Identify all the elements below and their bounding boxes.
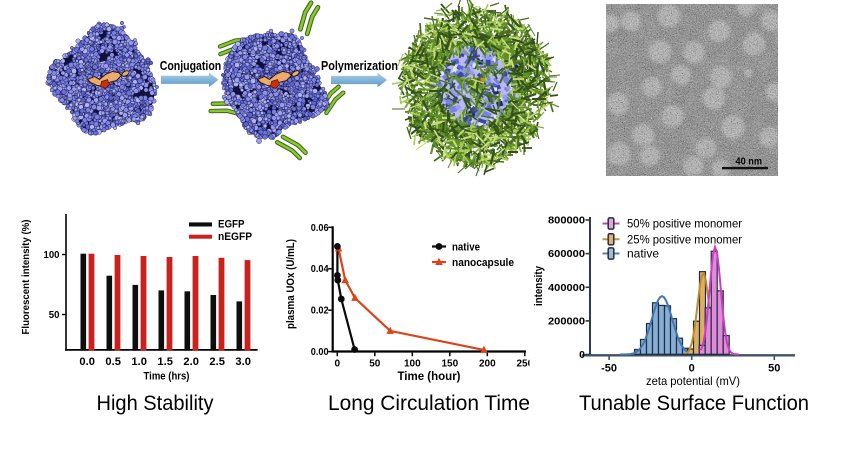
svg-text:Time (hour): Time (hour) (397, 371, 460, 383)
svg-text:High Stability: High Stability (97, 392, 214, 415)
svg-text:intensity: intensity (533, 265, 545, 306)
svg-text:600000: 600000 (548, 248, 585, 260)
svg-text:3.0: 3.0 (235, 356, 251, 368)
svg-text:100: 100 (404, 358, 421, 369)
svg-text:50: 50 (768, 363, 780, 375)
svg-text:400000: 400000 (548, 282, 585, 294)
svg-text:150: 150 (441, 358, 458, 369)
svg-text:Time (hrs): Time (hrs) (144, 370, 190, 382)
svg-text:200: 200 (479, 358, 496, 369)
svg-text:1.5: 1.5 (157, 356, 173, 368)
svg-text:1.0: 1.0 (131, 356, 147, 368)
svg-text:25% positive monomer: 25% positive monomer (627, 233, 742, 247)
svg-text:0.06: 0.06 (311, 223, 329, 234)
svg-text:nEGFP: nEGFP (218, 231, 252, 243)
svg-text:50: 50 (49, 310, 60, 321)
svg-text:0.00: 0.00 (311, 347, 329, 358)
svg-text:0.5: 0.5 (105, 356, 121, 368)
svg-text:0.02: 0.02 (311, 306, 329, 317)
svg-text:200000: 200000 (548, 315, 585, 327)
svg-text:250: 250 (516, 358, 533, 369)
svg-text:Fluorescent intensity (%): Fluorescent intensity (%) (20, 220, 32, 335)
svg-text:0.0: 0.0 (79, 356, 95, 368)
svg-text:40 nm: 40 nm (736, 155, 763, 167)
svg-text:Long Circulation Time: Long Circulation Time (328, 392, 530, 415)
svg-text:zeta potential (mV): zeta potential (mV) (646, 374, 740, 388)
svg-text:50% positive monomer: 50% positive monomer (627, 217, 742, 231)
svg-text:EGFP: EGFP (218, 218, 245, 230)
svg-text:0: 0 (689, 363, 695, 375)
svg-text:Polymerization: Polymerization (321, 59, 398, 73)
svg-text:2.5: 2.5 (209, 356, 225, 368)
svg-text:Conjugation: Conjugation (160, 59, 222, 73)
svg-text:native: native (627, 247, 659, 261)
svg-text:0: 0 (335, 358, 341, 369)
svg-text:plasma UOx (U/mL): plasma UOx (U/mL) (285, 239, 297, 329)
svg-text:nanocapsule: nanocapsule (452, 257, 514, 269)
svg-text:100: 100 (44, 250, 60, 261)
svg-text:0.04: 0.04 (311, 264, 329, 275)
svg-text:800000: 800000 (548, 215, 585, 227)
svg-text:native: native (452, 242, 480, 254)
svg-text:Tunable Surface Function: Tunable Surface Function (579, 392, 809, 415)
svg-text:2.0: 2.0 (183, 356, 199, 368)
svg-text:0: 0 (579, 349, 585, 361)
svg-text:-50: -50 (601, 363, 617, 375)
svg-text:50: 50 (369, 358, 381, 369)
